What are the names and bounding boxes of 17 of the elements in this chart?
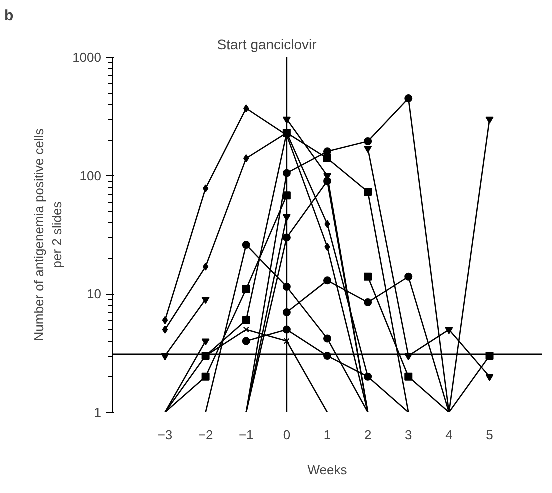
x-tick-label: 1 <box>324 428 332 442</box>
x-tick-label: −2 <box>198 428 214 442</box>
x-tick-label: 5 <box>486 428 494 442</box>
x-tick-label: 3 <box>405 428 412 442</box>
y-tick-label: 1 <box>94 405 102 420</box>
y-tick-label: 10 <box>87 286 102 302</box>
x-tick-label: 4 <box>446 428 453 442</box>
y-tick-label: 1000 <box>72 50 102 65</box>
x-tick-label: −3 <box>158 428 173 442</box>
x-tick-label: 2 <box>364 428 372 442</box>
y-axis-title: Number of antigenemia positive cells per 2 slides <box>32 128 65 342</box>
text: b <box>4 8 14 24</box>
x-tick-label: 0 <box>283 428 291 442</box>
y-tick-label: 100 <box>80 168 102 184</box>
x-tick-label: −1 <box>238 428 254 442</box>
ref-line-label: Start ganciclovir <box>217 36 318 52</box>
x-axis-title: Weeks <box>308 462 348 478</box>
